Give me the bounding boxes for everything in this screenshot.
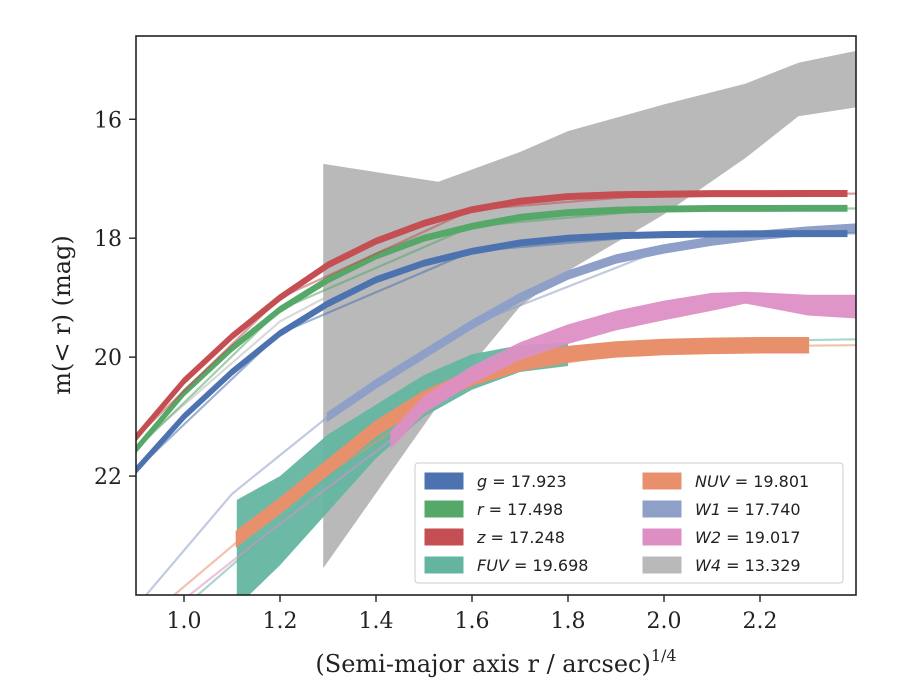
legend-swatch-W2: [642, 528, 682, 546]
profile-W1: [326, 223, 856, 423]
y-tick-label: 20: [94, 346, 122, 371]
legend-swatch-r: [424, 500, 464, 518]
band-W4: [323, 50, 856, 569]
legend-swatch-W1: [642, 500, 682, 518]
y-axis-label: m(< r) (mag): [48, 235, 76, 394]
x-tick-label: 1.2: [263, 609, 298, 634]
band-W2: [390, 291, 856, 450]
legend-label-z: z = 17.248: [476, 528, 565, 547]
x-tick-label: 1.6: [455, 609, 490, 634]
y-axis: 16 18 20 22: [94, 108, 136, 490]
x-tick-label: 1.0: [167, 609, 202, 634]
x-tick-label: 1.4: [359, 609, 394, 634]
legend-swatch-W4: [642, 556, 682, 574]
y-tick-label: 18: [94, 227, 122, 252]
x-axis: 1.0 1.2 1.4 1.6 1.8 2.0 2.2: [167, 595, 778, 634]
y-tick-label: 22: [94, 465, 122, 490]
legend-swatch-NUV: [642, 472, 682, 490]
legend-label-W1: W1 = 17.740: [695, 500, 801, 519]
legend-label-NUV: NUV = 19.801: [695, 472, 809, 491]
profile-z: [136, 190, 848, 442]
series-g: [136, 230, 856, 475]
series-r: [136, 204, 856, 454]
y-tick-label: 16: [94, 108, 122, 133]
legend-box: [414, 462, 844, 584]
x-tick-label: 1.8: [551, 609, 586, 634]
profile-r: [136, 204, 848, 454]
series-W1: [144, 223, 856, 595]
x-tick-label: 2.0: [647, 609, 682, 634]
profile-NUV: [235, 337, 810, 548]
profile-g: [136, 230, 848, 475]
plot-frame: [135, 35, 857, 596]
series-W2: [187, 291, 856, 595]
legend: g = 17.923 r = 17.498 z = 17.248 FUV = 19.6…: [414, 462, 844, 584]
plot-area: [136, 50, 856, 595]
x-axis-label: (Semi-major axis r / arcsec)1/4: [315, 646, 676, 678]
legend-label-W4: W4 = 13.329: [695, 556, 801, 575]
legend-label-g: g = 17.923: [477, 472, 567, 491]
model-line-W2: [187, 439, 392, 595]
series-z: [136, 190, 856, 442]
legend-swatch-z: [424, 528, 464, 546]
legend-swatch-g: [424, 472, 464, 490]
legend-swatch-FUV: [424, 556, 464, 574]
x-tick-label: 2.2: [743, 609, 778, 634]
legend-label-FUV: FUV = 19.698: [477, 556, 588, 575]
legend-label-r: r = 17.498: [477, 500, 563, 519]
legend-label-W2: W2 = 19.017: [695, 528, 801, 547]
series-W4: [136, 50, 856, 569]
